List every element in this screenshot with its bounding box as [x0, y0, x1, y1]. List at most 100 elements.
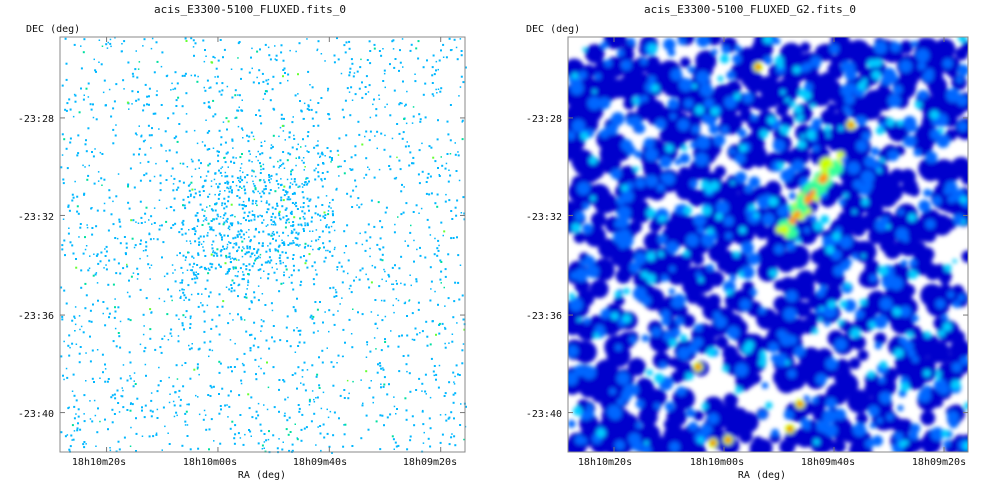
event-pixel	[396, 408, 398, 410]
event-pixel	[190, 347, 193, 350]
emission-blob	[745, 75, 763, 93]
event-pixel	[451, 333, 454, 335]
event-pixel	[287, 234, 289, 237]
event-pixel	[401, 102, 403, 105]
event-pixel	[316, 144, 319, 147]
event-pixel	[97, 262, 100, 265]
event-pixel	[317, 175, 320, 178]
emission-blob	[838, 198, 846, 206]
event-pixel	[237, 57, 239, 59]
event-pixel	[183, 204, 186, 207]
event-pixel	[372, 396, 375, 399]
event-pixel	[107, 378, 110, 380]
event-pixel	[82, 164, 84, 167]
event-pixel	[392, 39, 395, 42]
event-pixel	[222, 223, 225, 226]
event-pixel	[227, 416, 229, 418]
event-pixel	[253, 262, 255, 265]
event-pixel	[181, 364, 183, 367]
event-pixel	[172, 112, 175, 115]
event-pixel	[251, 161, 253, 163]
event-pixel	[197, 218, 199, 221]
event-pixel	[231, 279, 234, 282]
event-pixel	[275, 179, 278, 182]
emission-blob	[870, 147, 880, 156]
event-pixel	[247, 215, 250, 218]
event-pixel	[384, 338, 386, 341]
event-pixel	[236, 109, 239, 112]
event-pixel	[255, 200, 258, 203]
event-pixel	[272, 434, 275, 437]
event-pixel	[361, 313, 364, 316]
emission-blob	[687, 442, 707, 452]
event-pixel	[71, 439, 73, 441]
event-pixel	[203, 409, 206, 412]
event-pixel	[336, 266, 339, 269]
event-pixel	[289, 212, 292, 215]
event-pixel	[248, 229, 250, 231]
event-pixel	[197, 220, 200, 223]
event-pixel	[102, 91, 105, 94]
event-pixel	[189, 317, 192, 320]
event-pixel	[68, 209, 71, 212]
event-pixel	[442, 234, 444, 237]
event-pixel	[203, 341, 206, 344]
emission-blob	[820, 215, 830, 224]
event-pixel	[386, 103, 388, 106]
event-pixel	[303, 184, 306, 186]
event-pixel	[269, 99, 272, 102]
event-pixel	[307, 104, 310, 107]
event-pixel	[261, 242, 264, 245]
event-pixel	[389, 114, 392, 117]
event-pixel	[385, 206, 388, 209]
event-pixel	[113, 100, 116, 103]
event-pixel	[257, 159, 259, 162]
event-pixel	[310, 240, 313, 242]
event-pixel	[259, 253, 262, 256]
event-pixel	[371, 264, 374, 267]
event-pixel	[384, 211, 387, 214]
event-pixel	[286, 340, 289, 343]
event-pixel	[278, 410, 280, 413]
emission-blob	[765, 401, 773, 409]
emission-blob	[621, 190, 634, 203]
event-pixel	[274, 190, 277, 193]
event-pixel	[215, 82, 218, 85]
event-pixel	[67, 344, 70, 347]
event-pixel	[169, 393, 171, 395]
event-pixel	[109, 447, 111, 449]
event-pixel	[304, 145, 307, 147]
event-pixel	[89, 400, 91, 402]
event-pixel	[111, 408, 114, 411]
emission-blob	[620, 234, 634, 248]
event-pixel	[301, 224, 303, 227]
event-pixel	[208, 348, 211, 351]
event-pixel	[326, 224, 328, 226]
right-plot-frame	[567, 36, 969, 453]
emission-blob	[773, 38, 781, 45]
event-pixel	[196, 264, 199, 266]
event-pixel	[413, 260, 415, 263]
emission-blob	[799, 64, 809, 73]
event-pixel	[91, 151, 93, 153]
event-pixel	[336, 37, 338, 40]
emission-blob	[827, 300, 836, 309]
event-pixel	[351, 99, 354, 101]
event-pixel	[336, 362, 338, 364]
right-xtick-label: 18h09m40s	[800, 457, 856, 468]
emission-blob	[777, 204, 790, 218]
event-pixel	[364, 86, 367, 88]
event-pixel	[278, 214, 281, 217]
event-pixel	[204, 267, 207, 270]
event-pixel	[119, 320, 122, 323]
event-pixel	[61, 318, 64, 321]
event-pixel	[201, 224, 204, 226]
emission-blob	[621, 59, 632, 71]
event-pixel	[231, 370, 233, 373]
event-pixel	[208, 130, 211, 133]
emission-blob	[943, 188, 951, 195]
event-pixel	[182, 385, 185, 388]
event-pixel	[384, 315, 387, 318]
event-pixel	[105, 268, 108, 271]
emission-blob	[596, 428, 606, 438]
